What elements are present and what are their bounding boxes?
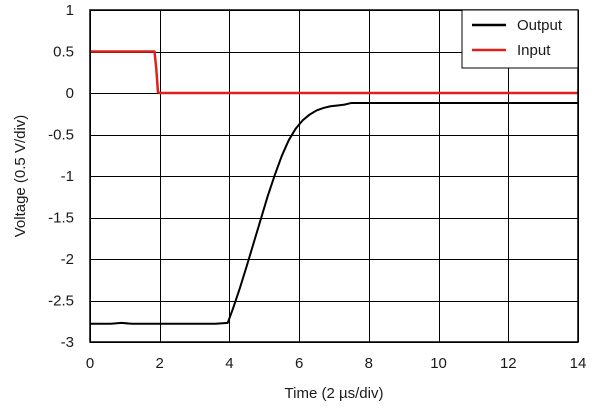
y-tick-label: -0.5 xyxy=(48,127,74,144)
legend: Output Input xyxy=(461,9,579,69)
x-tick-label: 10 xyxy=(430,355,447,372)
y-tick-label: 0.5 xyxy=(53,44,74,61)
y-tick-label: -3 xyxy=(61,334,74,351)
legend-label-output: Output xyxy=(517,17,563,34)
y-tick-label: -1 xyxy=(61,168,74,185)
x-tick-label: 8 xyxy=(365,355,373,372)
legend-label-input: Input xyxy=(517,42,551,59)
x-axis-label: Time (2 µs/div) xyxy=(285,385,384,402)
y-tick-label: 0 xyxy=(66,85,74,102)
series-layer xyxy=(90,50,578,325)
x-tick-label: 4 xyxy=(225,355,233,372)
y-tick-label: -2.5 xyxy=(48,293,74,310)
y-axis-ticks: 1 0.5 0 -0.5 -1 -1.5 -2 -2.5 -3 xyxy=(48,2,74,351)
legend-box xyxy=(461,9,579,69)
x-tick-label: 14 xyxy=(570,355,587,372)
series-line-output xyxy=(90,101,578,325)
y-tick-label: -2 xyxy=(61,251,74,268)
y-axis-label: Voltage (0.5 V/div) xyxy=(12,115,29,238)
y-tick-label: -1.5 xyxy=(48,210,74,227)
x-tick-label: 0 xyxy=(86,355,94,372)
x-tick-label: 2 xyxy=(156,355,164,372)
y-tick-label: 1 xyxy=(66,2,74,19)
plot-frame xyxy=(89,9,579,343)
x-tick-label: 12 xyxy=(500,355,517,372)
series-line-input xyxy=(90,50,578,95)
x-tick-label: 6 xyxy=(295,355,303,372)
x-axis-ticks: 0 2 4 6 8 10 12 14 xyxy=(86,355,587,372)
